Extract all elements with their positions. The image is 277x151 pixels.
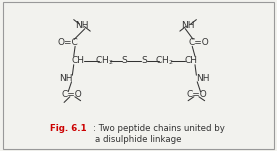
Text: S: S [122,56,128,65]
Text: CH: CH [71,56,84,65]
Text: a disulphide linkage: a disulphide linkage [95,135,182,144]
Text: NH: NH [196,74,210,83]
Text: C=O: C=O [186,90,207,100]
Text: NH: NH [75,21,89,30]
Text: Fig. 6.1: Fig. 6.1 [50,124,87,133]
Text: NH: NH [59,74,72,83]
Text: C=O: C=O [62,90,83,100]
Text: CH: CH [184,56,198,65]
FancyBboxPatch shape [3,2,274,149]
Text: : Two peptide chains united by: : Two peptide chains united by [93,124,225,133]
Text: CH$_2$: CH$_2$ [95,54,113,67]
Text: O=C: O=C [58,38,79,47]
Text: NH: NH [181,21,195,30]
Text: S: S [141,56,147,65]
Text: C=O: C=O [189,38,209,47]
Text: CH$_2$: CH$_2$ [155,54,174,67]
